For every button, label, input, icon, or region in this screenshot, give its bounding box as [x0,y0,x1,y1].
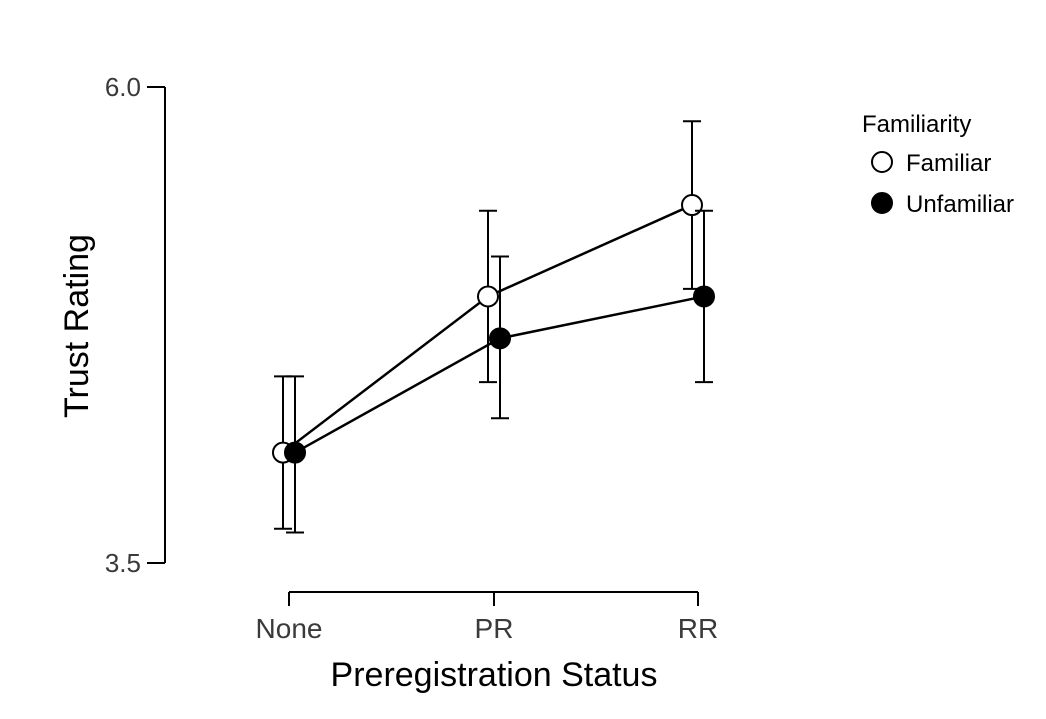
x-axis-label: Preregistration Status [331,656,658,694]
y-tick-label: 3.5 [105,548,141,578]
legend: Familiarity Familiar Unfamiliar [862,111,1014,218]
data-point [693,285,715,308]
series-familiar [272,120,703,530]
legend-label: Unfamiliar [906,191,1014,218]
data-point [477,285,499,308]
data-point [284,441,306,464]
y-axis: 3.5 6.0 [105,72,166,578]
legend-marker [871,192,893,214]
series-layer [272,120,715,534]
x-tick-label: RR [678,613,718,644]
legend-title: Familiarity [862,111,971,138]
x-tick-label: PR [475,613,514,644]
legend-marker [871,151,893,173]
x-tick-label: None [256,613,323,644]
y-axis-label: Trust Rating [58,234,96,418]
series-unfamiliar [284,209,715,534]
data-point [489,327,511,350]
x-axis: None PR RR [256,591,718,644]
legend-label: Familiar [906,150,991,177]
data-point [681,194,703,217]
y-tick-label: 6.0 [105,72,141,102]
